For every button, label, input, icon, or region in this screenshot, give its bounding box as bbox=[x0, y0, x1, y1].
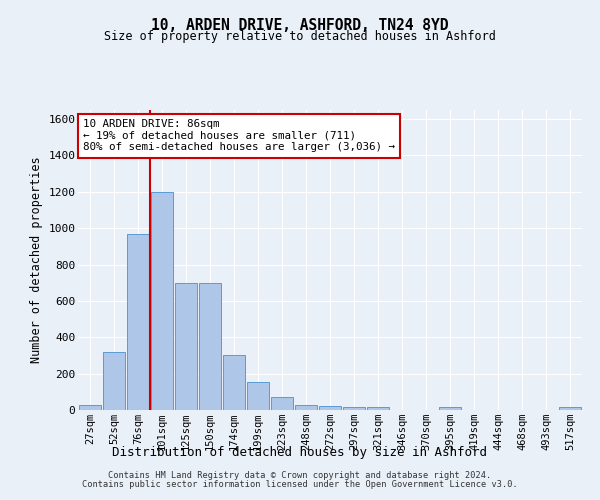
Bar bbox=[367, 408, 389, 410]
Bar bbox=[199, 282, 221, 410]
Text: Size of property relative to detached houses in Ashford: Size of property relative to detached ho… bbox=[104, 30, 496, 43]
Bar bbox=[343, 408, 365, 410]
Bar bbox=[247, 382, 269, 410]
Bar bbox=[151, 192, 173, 410]
Text: Distribution of detached houses by size in Ashford: Distribution of detached houses by size … bbox=[113, 446, 487, 459]
Bar bbox=[79, 404, 101, 410]
Bar bbox=[127, 234, 149, 410]
Bar bbox=[103, 352, 125, 410]
Bar bbox=[319, 406, 341, 410]
Bar bbox=[271, 398, 293, 410]
Text: 10 ARDEN DRIVE: 86sqm
← 19% of detached houses are smaller (711)
80% of semi-det: 10 ARDEN DRIVE: 86sqm ← 19% of detached … bbox=[83, 119, 395, 152]
Bar bbox=[295, 404, 317, 410]
Bar bbox=[175, 282, 197, 410]
Text: Contains HM Land Registry data © Crown copyright and database right 2024.: Contains HM Land Registry data © Crown c… bbox=[109, 471, 491, 480]
Text: Contains public sector information licensed under the Open Government Licence v3: Contains public sector information licen… bbox=[82, 480, 518, 489]
Bar bbox=[559, 408, 581, 410]
Bar bbox=[223, 354, 245, 410]
Text: 10, ARDEN DRIVE, ASHFORD, TN24 8YD: 10, ARDEN DRIVE, ASHFORD, TN24 8YD bbox=[151, 18, 449, 32]
Y-axis label: Number of detached properties: Number of detached properties bbox=[29, 156, 43, 364]
Bar bbox=[439, 408, 461, 410]
